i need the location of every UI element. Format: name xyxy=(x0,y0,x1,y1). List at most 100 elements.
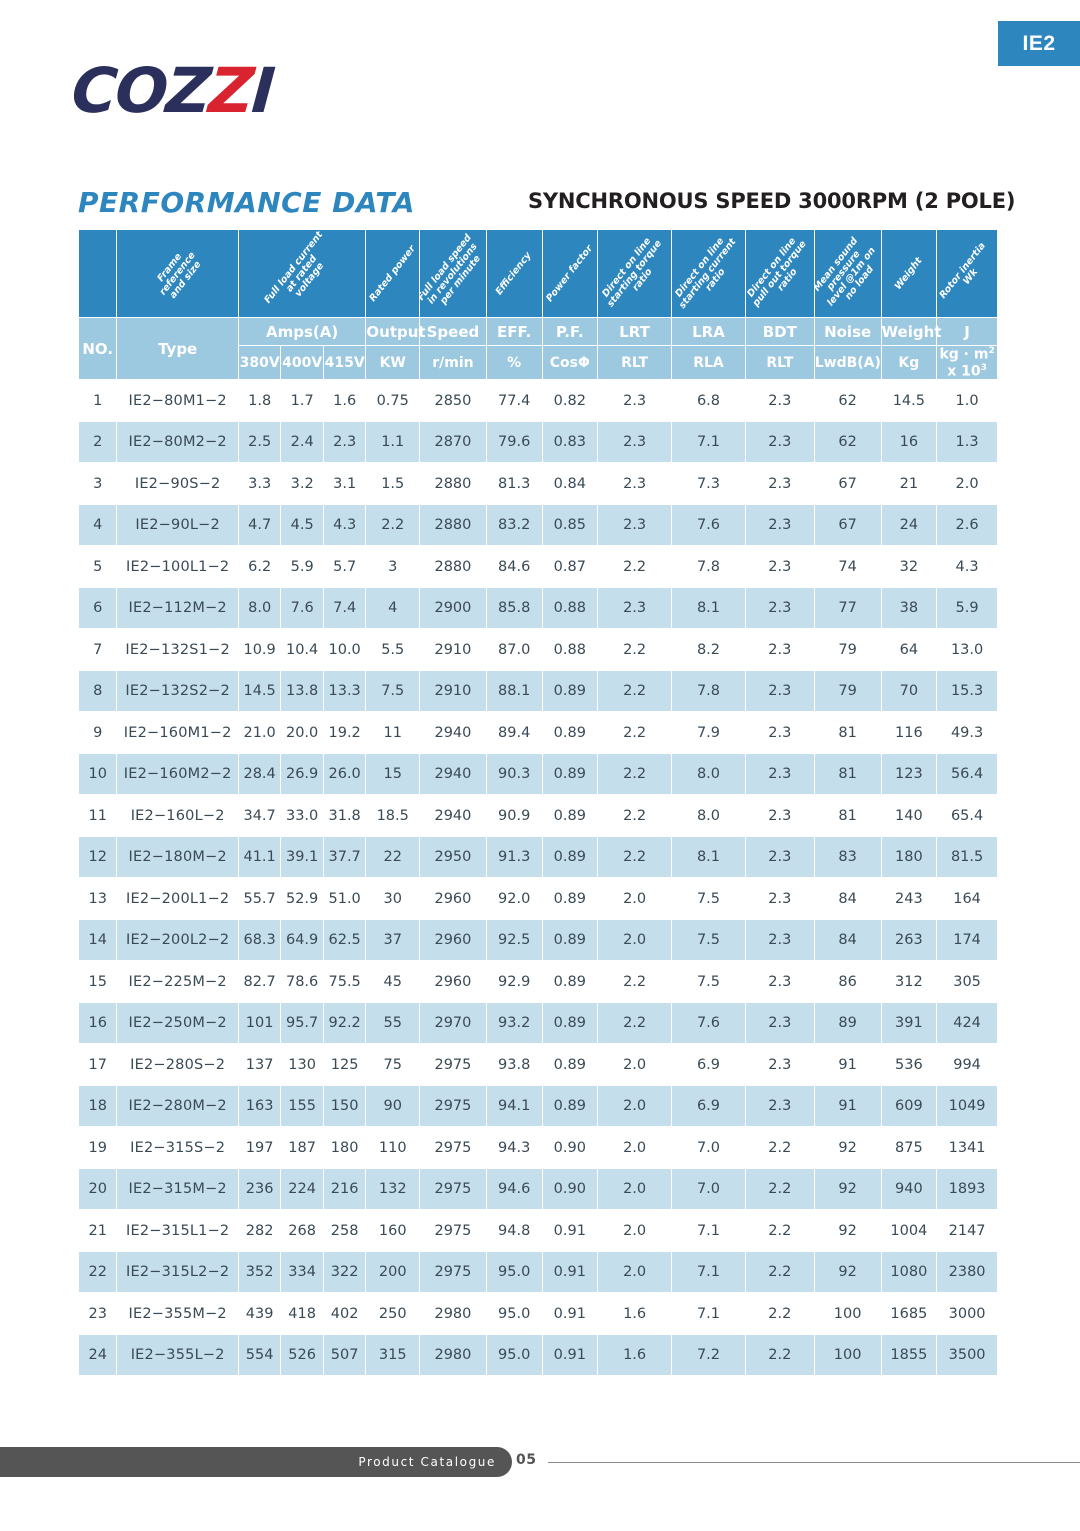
cell-eff: 94.6 xyxy=(485,1167,543,1211)
unit-header-percent: % xyxy=(485,344,543,381)
cell-eff: 88.1 xyxy=(485,669,543,713)
cell-kw: 30 xyxy=(365,877,421,920)
cell-noise: 84 xyxy=(813,877,882,920)
cell-415v: 75.5 xyxy=(322,960,367,1003)
cell-lrt: 2.0 xyxy=(597,1167,673,1211)
cell-400v: 10.4 xyxy=(280,628,324,671)
cell-type: IE2−112M−2 xyxy=(116,586,239,630)
unit-header-kw: KW xyxy=(365,344,421,381)
cell-kw: 200 xyxy=(365,1250,421,1294)
cell-no: 1 xyxy=(77,379,118,422)
cell-415v: 92.2 xyxy=(322,1001,367,1045)
cell-eff: 90.9 xyxy=(485,794,543,837)
table-row: 3 IE2−90S−2 3.3 3.2 3.1 1.5 2880 81.3 0.84 2.3 7.3… xyxy=(77,462,998,505)
cell-bdt: 2.3 xyxy=(744,1001,815,1045)
cell-400v: 334 xyxy=(280,1250,324,1294)
cell-pf: 0.89 xyxy=(541,794,599,837)
cell-kw: 132 xyxy=(365,1167,421,1211)
cell-j: 305 xyxy=(936,960,998,1003)
cell-pf: 0.89 xyxy=(541,711,599,754)
cell-type: IE2−315L1−2 xyxy=(116,1209,239,1252)
cell-type: IE2−80M1−2 xyxy=(116,379,239,422)
cell-weight: 21 xyxy=(880,462,938,505)
cell-400v: 33.0 xyxy=(280,794,324,837)
cell-type: IE2−200L2−2 xyxy=(116,918,239,962)
cell-j: 1.0 xyxy=(936,379,998,422)
cell-lra: 7.9 xyxy=(671,711,746,754)
cell-weight: 263 xyxy=(880,918,938,962)
cell-noise: 79 xyxy=(813,669,882,713)
cell-pf: 0.89 xyxy=(541,918,599,962)
cell-380v: 82.7 xyxy=(237,960,282,1003)
cell-pf: 0.89 xyxy=(541,1084,599,1128)
cell-lrt: 2.0 xyxy=(597,918,673,962)
rot-header-pull-out-torque-ratio: Direct on line pull out torque ratio xyxy=(744,229,815,318)
cell-no: 16 xyxy=(77,1001,118,1045)
cell-lrt: 2.3 xyxy=(597,420,673,464)
cell-380v: 10.9 xyxy=(237,628,282,671)
rot-header-frame-reference: Frame reference and size xyxy=(116,229,239,318)
cell-type: IE2−100L1−2 xyxy=(116,545,239,588)
cell-type: IE2−315M−2 xyxy=(116,1167,239,1211)
cell-lra: 7.5 xyxy=(671,877,746,920)
cell-j: 1893 xyxy=(936,1167,998,1211)
cell-380v: 163 xyxy=(237,1084,282,1128)
cell-noise: 91 xyxy=(813,1084,882,1128)
subheader-row-primary: NO. Type Amps(A) Output Speed EFF. P.F. … xyxy=(77,316,998,381)
cell-lrt: 2.2 xyxy=(597,835,673,879)
cell-no: 20 xyxy=(77,1167,118,1211)
cell-noise: 92 xyxy=(813,1167,882,1211)
cell-lrt: 2.0 xyxy=(597,1126,673,1169)
cell-bdt: 2.3 xyxy=(744,503,815,547)
subheader-row-units: 380V 400V 415V KW r/min % CosΦ RLT RLA R… xyxy=(79,344,998,381)
cell-weight: 116 xyxy=(880,711,938,754)
footer-bar: Product Catalogue xyxy=(0,1447,512,1477)
cell-eff: 91.3 xyxy=(485,835,543,879)
cell-type: IE2−225M−2 xyxy=(116,960,239,1003)
rot-header-power-factor: Power factor xyxy=(541,229,599,318)
cell-lrt: 2.3 xyxy=(597,503,673,547)
cell-bdt: 2.3 xyxy=(744,628,815,671)
cell-kw: 110 xyxy=(365,1126,421,1169)
cell-no: 9 xyxy=(77,711,118,754)
cell-380v: 1.8 xyxy=(237,379,282,422)
cell-380v: 21.0 xyxy=(237,711,282,754)
cell-weight: 180 xyxy=(880,835,938,879)
cell-415v: 507 xyxy=(322,1333,367,1377)
table-row: 22 IE2−315L2−2 352 334 322 200 2975 95.0 0.91 2.0… xyxy=(77,1250,998,1294)
cell-weight: 64 xyxy=(880,628,938,671)
cell-type: IE2−315S−2 xyxy=(116,1126,239,1169)
cell-pf: 0.89 xyxy=(541,752,599,796)
cell-eff: 92.5 xyxy=(485,918,543,962)
cell-weight: 70 xyxy=(880,669,938,713)
cell-speed: 2975 xyxy=(419,1126,487,1169)
rot-label-full-load-speed: Full load speed in revolutions per minute xyxy=(419,231,483,306)
rot-header-efficiency: Efficiency xyxy=(485,229,543,318)
page-title-performance-data: PERFORMANCE DATA xyxy=(78,186,415,219)
rot-label-pull-out-torque-ratio: Direct on line pull out torque ratio xyxy=(745,235,809,309)
cell-380v: 3.3 xyxy=(237,462,282,505)
cell-400v: 26.9 xyxy=(280,752,324,796)
cell-j: 3000 xyxy=(936,1292,998,1335)
cell-380v: 68.3 xyxy=(237,918,282,962)
cell-kw: 4 xyxy=(365,586,421,630)
cell-eff: 84.6 xyxy=(485,545,543,588)
cell-j: 2147 xyxy=(936,1209,998,1252)
unit-header-rlt-bdt: RLT xyxy=(744,344,815,381)
cell-400v: 1.7 xyxy=(280,379,324,422)
cell-lrt: 2.0 xyxy=(597,1209,673,1252)
rot-label-weight: Weight xyxy=(892,254,925,292)
table-row: 1 IE2−80M1−2 1.8 1.7 1.6 0.75 2850 77.4 0.82 2.3 6… xyxy=(77,379,998,422)
rotated-header-row: Frame reference and size Full load current… xyxy=(77,229,998,318)
cell-no: 12 xyxy=(77,835,118,879)
cell-type: IE2−355L−2 xyxy=(116,1333,239,1377)
cell-kw: 0.75 xyxy=(365,379,421,422)
cell-pf: 0.88 xyxy=(541,628,599,671)
cell-no: 22 xyxy=(77,1250,118,1294)
cell-lra: 6.8 xyxy=(671,379,746,422)
cell-speed: 2910 xyxy=(419,628,487,671)
cell-no: 19 xyxy=(77,1126,118,1169)
cell-380v: 14.5 xyxy=(237,669,282,713)
cell-speed: 2975 xyxy=(419,1084,487,1128)
cell-noise: 92 xyxy=(813,1126,882,1169)
